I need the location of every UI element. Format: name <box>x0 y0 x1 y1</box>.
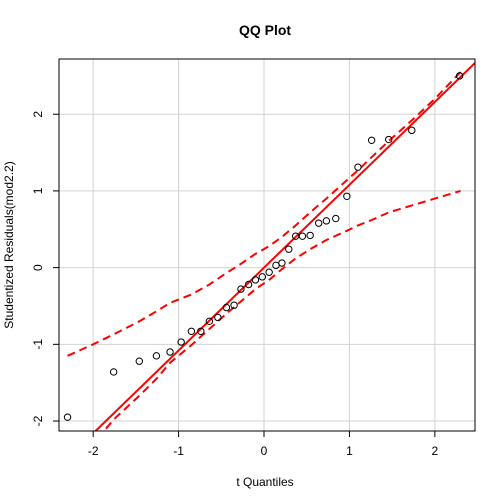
data-point <box>63 413 72 421</box>
data-point <box>285 245 293 253</box>
data-point <box>265 268 273 276</box>
data-point <box>177 338 185 346</box>
data-point <box>408 126 416 135</box>
x-tick-label: -2 <box>88 444 99 458</box>
data-point <box>306 231 314 240</box>
data-points <box>63 72 464 421</box>
data-point <box>343 192 351 200</box>
data-point <box>237 285 245 293</box>
reference-line-segment <box>94 62 475 431</box>
x-tick-label: 0 <box>261 444 268 458</box>
chart-title: QQ Plot <box>239 22 291 38</box>
x-axis-label: t Quantiles <box>236 475 293 489</box>
x-tick-label: 2 <box>432 444 439 458</box>
x-tick-label: -1 <box>173 444 184 458</box>
data-point <box>166 348 174 356</box>
envelope-lower-line <box>102 189 461 431</box>
data-point <box>332 214 340 223</box>
data-point <box>251 276 260 284</box>
y-tick-label: -2 <box>31 415 45 426</box>
data-point <box>109 368 118 376</box>
data-point <box>222 303 231 312</box>
data-point <box>278 259 286 267</box>
data-point <box>385 135 393 144</box>
data-point <box>455 72 464 80</box>
x-axis: -2 -1 0 1 2 <box>88 431 439 458</box>
y-tick-label: -1 <box>31 339 45 350</box>
y-tick-label: 0 <box>31 264 45 271</box>
data-point <box>230 301 238 309</box>
data-point <box>354 163 362 171</box>
data-point <box>187 327 196 335</box>
data-point <box>367 136 376 145</box>
plot-frame <box>58 58 476 432</box>
y-axis-label: Studentized Residuals(mod2.2) <box>2 161 16 328</box>
data-point <box>322 217 331 225</box>
data-point <box>298 232 307 240</box>
grid <box>59 59 475 431</box>
y-axis: -2 -1 0 1 2 <box>31 111 59 426</box>
data-point <box>152 352 161 360</box>
data-point <box>214 313 222 322</box>
envelope-upper-line <box>67 71 462 357</box>
data-point <box>314 219 323 227</box>
x-tick-label: 1 <box>346 444 353 458</box>
data-point <box>135 357 143 365</box>
data-point <box>244 280 253 289</box>
data-point <box>258 273 267 281</box>
y-tick-label: 2 <box>31 111 45 118</box>
data-point <box>197 327 205 335</box>
data-point <box>205 317 214 326</box>
y-tick-label: 1 <box>31 187 45 194</box>
reference-line <box>94 62 475 431</box>
confidence-envelope <box>67 71 462 431</box>
